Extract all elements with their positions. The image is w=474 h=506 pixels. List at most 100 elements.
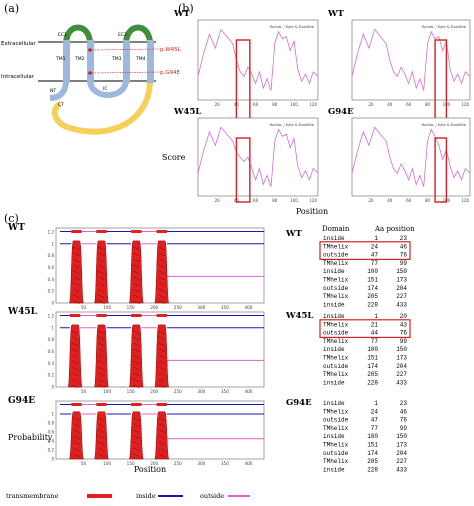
tmhmm-outside-line	[80, 327, 264, 361]
tmhmm-x-tick-label: 350	[221, 389, 229, 394]
domain-table-label: WT	[285, 229, 303, 239]
tmhmm-peak-hatch	[73, 435, 80, 439]
tmhmm-peak-hatch	[158, 264, 166, 269]
hydro-series-line	[197, 28, 319, 91]
tmhmm-peak-hatch	[98, 453, 105, 457]
domain-row-end: 76	[400, 252, 408, 259]
domain-row-name: TMhelix	[323, 243, 349, 250]
tmhmm-peak-hatch	[133, 342, 140, 347]
domain-row-name: outside	[323, 252, 349, 259]
tmhmm-x-tick-label: 400	[244, 389, 252, 394]
domain-row-start: 77	[371, 338, 379, 345]
g94e-label: p.G94E	[160, 70, 181, 76]
domain-row-name: outside	[323, 363, 349, 370]
w45l-pointer	[91, 48, 161, 51]
tmhmm-peak-hatch	[98, 441, 105, 445]
g94e-pointer	[91, 71, 161, 74]
tmhmm-tm-bar	[96, 314, 107, 317]
ic-loop	[87, 79, 129, 98]
ec2-label: EC2	[118, 32, 127, 38]
tmhmm-peak-hatch	[98, 417, 105, 421]
tmhmm-tm-peak	[94, 324, 109, 388]
domain-row-start: 100	[367, 433, 378, 440]
tmhmm-peak-hatch	[71, 366, 79, 371]
tmhmm-row-label: W45L	[7, 307, 38, 317]
tmhmm-peak-hatch	[98, 342, 105, 347]
tmhmm-tm-bar	[96, 403, 107, 406]
tmhmm-peak-hatch	[73, 417, 80, 421]
tmhmm-y-tick-label: 0	[51, 301, 54, 306]
w45l-label: p.W45L	[160, 47, 182, 53]
hydro-x-tick-label: 20	[368, 102, 374, 107]
domain-row-end: 227	[396, 371, 407, 378]
tmhmm-peak-hatch	[158, 300, 166, 305]
tmhmm-peak-hatch	[133, 282, 140, 287]
domain-row-end: 46	[400, 408, 408, 415]
tmhmm-y-tick-label: 1.2	[48, 314, 55, 319]
tmhmm-peak-hatch	[71, 384, 79, 389]
tmhmm-tm-bar	[71, 230, 82, 233]
tmhmm-peak-hatch	[133, 264, 140, 269]
tmhmm-peak-hatch	[98, 264, 105, 269]
tmhmm-peak-hatch	[158, 441, 166, 445]
domain-row-start: 47	[371, 417, 379, 424]
tmhmm-peak-hatch	[98, 348, 105, 353]
domain-row-start: 205	[367, 293, 378, 300]
domain-row-start: 174	[367, 450, 378, 457]
tmhmm-xlabel: Position	[134, 465, 166, 474]
tmhmm-tm-bar	[131, 314, 142, 317]
hydro-x-tick-label: 20	[215, 102, 221, 107]
tmhmm-tm-bar	[131, 230, 142, 233]
hydro-highlight-box	[235, 137, 251, 203]
tmhmm-y-tick-label: 0.2	[48, 289, 55, 294]
tmhmm-peak-hatch	[133, 348, 140, 353]
domain-row-end: 150	[396, 346, 407, 353]
tmhmm-tm-peak	[154, 324, 170, 388]
tmhmm-peak-hatch	[158, 354, 166, 359]
tmhmm-peak-hatch	[158, 258, 166, 263]
domain-row-start: 228	[367, 466, 378, 473]
tmhmm-peak-hatch	[133, 252, 140, 257]
domain-row-name: TMhelix	[323, 458, 349, 465]
tmhmm-peak-hatch	[158, 276, 166, 281]
hydro-ylabel: Score	[162, 153, 186, 162]
domain-row-end: 20	[400, 313, 408, 320]
tmhmm-peak-hatch	[73, 270, 80, 275]
tmhmm-tm-peak	[129, 240, 144, 304]
tmhmm-tm-bar	[131, 403, 142, 406]
hydro-x-tick-label: 40	[387, 102, 393, 107]
hydro-panel-3: G94E Hphob. / Kyte & Doolittle 20 40 60 80 100…	[328, 107, 471, 203]
domain-row-name: outside	[323, 450, 349, 457]
hydro-x-tick-label: 80	[272, 198, 278, 203]
domain-row-start: 205	[367, 371, 378, 378]
tmhmm-y-tick-label: 0	[51, 457, 54, 462]
domain-row-name: inside	[323, 379, 345, 386]
tmhmm-y-tick-label: 0	[51, 385, 54, 390]
hydro-x-tick-label: 40	[234, 102, 240, 107]
tmhmm-y-tick-label: 0.8	[48, 253, 55, 258]
tmhmm-tm-bar	[156, 403, 167, 406]
domain-row-end: 433	[396, 466, 407, 473]
tmhmm-x-tick-label: 200	[150, 305, 158, 310]
domain-row-start: 24	[371, 243, 379, 250]
aa-position-header: Aa position	[374, 225, 415, 233]
hydropathy-plots: WT Hphob. / Kyte & Doolittle 20 40 60 80 100 12…	[173, 9, 471, 203]
hydro-x-tick-label: 100	[443, 102, 451, 107]
domain-row-start: 100	[367, 346, 378, 353]
hydro-panel-0: WT Hphob. / Kyte & Doolittle 20 40 60 80 100 12…	[173, 9, 319, 127]
domain-row-end: 204	[396, 363, 407, 370]
hydro-series-line	[351, 126, 471, 187]
domain-row-start: 47	[371, 252, 379, 259]
tmhmm-peak-hatch	[98, 423, 105, 427]
domain-row-name: inside	[323, 466, 345, 473]
domain-row-start: 21	[371, 321, 379, 328]
tmhmm-peak-hatch	[158, 252, 166, 257]
tmhmm-x-tick-label: 200	[150, 461, 158, 466]
tmhmm-peak-hatch	[73, 300, 80, 305]
tmhmm-peak-hatch	[98, 330, 105, 335]
tmhmm-peak-hatch	[133, 378, 140, 383]
tmhmm-peak-hatch	[98, 354, 105, 359]
hydro-plot-frame	[351, 19, 471, 101]
tmhmm-x-tick-label: 200	[150, 389, 158, 394]
hydro-x-tick-label: 80	[425, 198, 431, 203]
